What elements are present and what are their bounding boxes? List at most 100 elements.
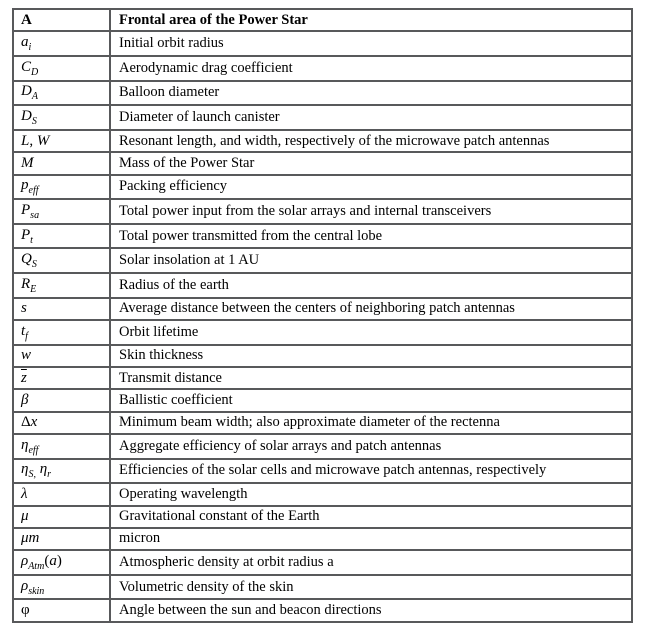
symbol-cell: Psa (12, 198, 111, 225)
symbol-cell: μm (12, 526, 111, 552)
symbol-part: E (30, 283, 37, 295)
description-cell: Gravitational constant of the Earth (109, 504, 633, 529)
table-row: Psa Total power input from the solar arr… (12, 198, 633, 225)
symbol-cell: Pt (12, 222, 111, 250)
symbol-part: μm (21, 530, 40, 547)
description-cell: Skin thickness (109, 343, 633, 369)
table-row: M Mass of the Power Star (12, 151, 633, 176)
symbol-part: ( (44, 552, 50, 569)
symbol-cell: L, W (12, 128, 111, 154)
symbol-cell: A (12, 7, 111, 33)
table-row: A Frontal area of the Power Star (12, 7, 633, 33)
description-cell: Balloon diameter (109, 79, 633, 107)
symbol-cell: DA (12, 79, 111, 107)
description-cell: Mass of the Power Star (109, 151, 633, 176)
symbol-part: r (47, 469, 52, 481)
symbol-cell: λ (12, 482, 111, 507)
symbol-part: ρ (21, 552, 29, 569)
nomenclature-table-body: A Frontal area of the Power Star ai Init… (12, 7, 633, 623)
description-cell: Radius of the earth (109, 272, 633, 299)
description-cell: Operating wavelength (109, 482, 633, 507)
symbol-part: A (31, 91, 38, 103)
symbol-part: D (31, 66, 39, 78)
symbol-part: skin (28, 585, 45, 597)
table-row: DA Balloon diameter (12, 79, 633, 107)
symbol-part: L (21, 132, 30, 149)
symbol-cell: ρAtm(a) (12, 549, 111, 576)
table-row: Pt Total power transmitted from the cent… (12, 222, 633, 250)
description-cell: Atmospheric density at orbit radius a (109, 549, 633, 576)
symbol-part: Atm (28, 560, 45, 572)
description-cell: Orbit lifetime (109, 319, 633, 346)
description-cell: Resonant length, and width, respectively… (109, 128, 633, 154)
description-cell: Total power input from the solar arrays … (109, 198, 633, 225)
description-cell: Diameter of launch canister (109, 104, 633, 131)
symbol-part: φ (21, 602, 30, 619)
table-row: ηS, ηr Efficiencies of the solar cells a… (12, 457, 633, 485)
symbol-part: S, (28, 469, 36, 481)
symbol-part: a (49, 552, 57, 569)
symbol-cell: φ (12, 598, 111, 623)
description-cell: Aggregate efficiency of solar arrays and… (109, 432, 633, 460)
description-cell: Minimum beam width; also approximate dia… (109, 410, 633, 435)
symbol-cell: Δx (12, 410, 111, 435)
symbol-part: R (21, 275, 31, 292)
symbol-cell: s (12, 296, 111, 322)
description-cell: Transmit distance (109, 366, 633, 391)
symbol-part: ρ (21, 577, 29, 594)
symbol-part: D (21, 83, 32, 100)
table-row: z Transmit distance (12, 366, 633, 391)
symbol-part: β (21, 391, 29, 408)
symbol-part: s (21, 300, 27, 317)
table-row: ρskin Volumetric density of the skin (12, 573, 633, 601)
symbol-cell: QS (12, 247, 111, 275)
symbol-part: P (21, 202, 31, 218)
table-row: CD Aerodynamic drag coefficient (12, 54, 633, 82)
symbol-cell: peff (12, 173, 111, 201)
table-row: s Average distance between the centers o… (12, 296, 633, 322)
description-cell: micron (109, 526, 633, 552)
symbol-part: sa (30, 210, 40, 221)
table-row: ηeff Aggregate efficiency of solar array… (12, 432, 633, 460)
description-cell: Aerodynamic drag coefficient (109, 54, 633, 82)
description-cell: Total power transmitted from the central… (109, 222, 633, 250)
symbol-part: μ (21, 508, 29, 525)
symbol-part: a (21, 34, 29, 51)
symbol-part: t (21, 322, 26, 339)
symbol-part: η (39, 461, 48, 478)
table-row: λ Operating wavelength (12, 482, 633, 507)
symbol-cell: CD (12, 54, 111, 82)
symbol-part: S (31, 116, 37, 128)
symbol-part: η (21, 436, 29, 453)
symbol-cell: ηeff (12, 432, 111, 460)
symbol-cell: M (12, 151, 111, 176)
symbol-part: D (21, 108, 32, 125)
symbol-part: Δ (21, 414, 31, 431)
symbol-part: A (21, 11, 32, 28)
table-row: w Skin thickness (12, 343, 633, 369)
table-row: L, W Resonant length, and width, respect… (12, 128, 633, 154)
symbol-part: C (21, 58, 32, 75)
description-cell: Packing efficiency (109, 173, 633, 201)
symbol-part: ) (56, 552, 62, 569)
description-cell: Efficiencies of the solar cells and micr… (109, 457, 633, 485)
symbol-part: p (21, 177, 29, 194)
symbol-part: W (36, 132, 50, 149)
description-cell: Frontal area of the Power Star (109, 7, 633, 33)
symbol-cell: ai (12, 30, 111, 57)
symbol-part: , (29, 132, 37, 149)
table-row: tf Orbit lifetime (12, 319, 633, 346)
symbol-part: w (21, 347, 32, 364)
symbol-part: η (21, 461, 29, 478)
table-row: φ Angle between the sun and beacon direc… (12, 598, 633, 623)
nomenclature-table: A Frontal area of the Power Star ai Init… (12, 7, 633, 623)
table-row: peff Packing efficiency (12, 173, 633, 201)
table-row: β Ballistic coefficient (12, 388, 633, 413)
symbol-part: eff (28, 444, 39, 456)
symbol-part: S (31, 259, 37, 271)
symbol-cell: μ (12, 504, 111, 529)
table-row: ρAtm(a) Atmospheric density at orbit rad… (12, 549, 633, 576)
description-cell: Solar insolation at 1 AU (109, 247, 633, 275)
symbol-cell: DS (12, 104, 111, 131)
symbol-cell: w (12, 343, 111, 369)
